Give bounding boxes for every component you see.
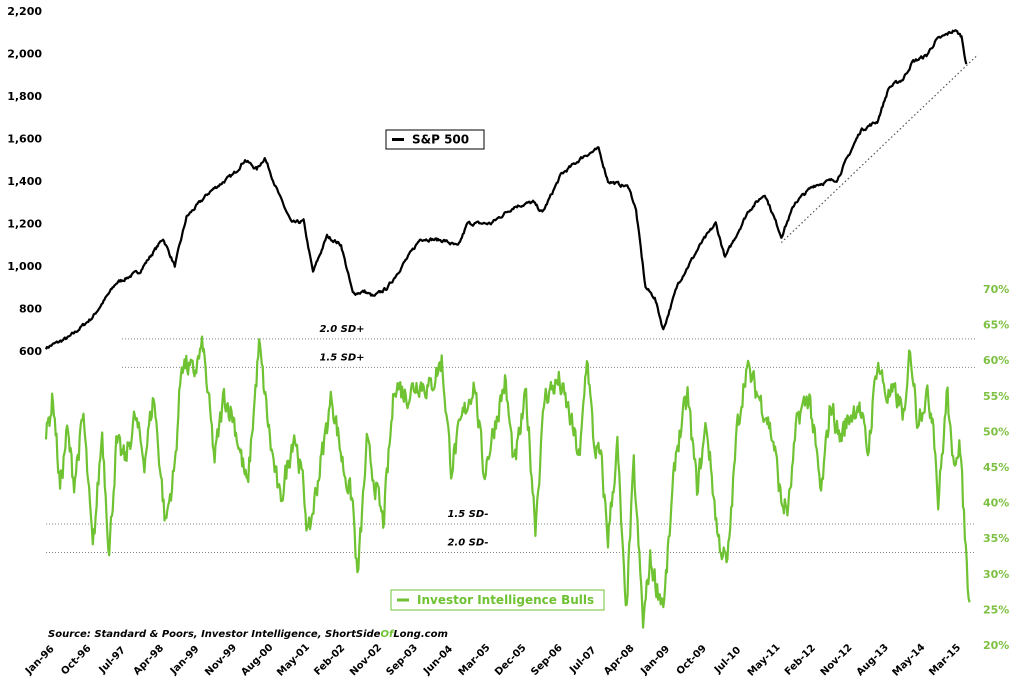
- right-tick-label: 30%: [983, 568, 1009, 581]
- investor-bulls-line: [44, 335, 971, 629]
- legend-box: [385, 129, 485, 150]
- left-tick-label: 1,200: [7, 218, 42, 231]
- legend-group: S&P 500 Investor Intelligence Bulls: [385, 129, 605, 611]
- right-tick-label: 55%: [983, 390, 1009, 403]
- reference-labels: 2.0 SD+ 1.5 SD+ 1.5 SD- 2.0 SD-: [319, 324, 488, 549]
- x-tick-label: Jan-99: [168, 644, 202, 678]
- sp500-line: [44, 29, 968, 350]
- x-tick-label: Apr-98: [132, 643, 167, 678]
- x-tick-label: Oct-96: [59, 643, 93, 677]
- x-tick-label: Aug-00: [239, 642, 275, 678]
- trendline: [780, 54, 979, 244]
- right-axis: 20% 25% 30% 35% 40% 45% 50% 55% 60% 65% 70%: [983, 283, 1009, 652]
- legend-sp500: S&P 500: [385, 129, 485, 150]
- x-tick-label: Nov-99: [203, 642, 239, 678]
- x-tick-label: Feb-02: [312, 643, 347, 678]
- left-axis: 600 800 1,000 1,200 1,400 1,600 1,800 2,000 2,20…: [7, 5, 42, 358]
- reference-line-label: 2.0 SD+: [319, 324, 364, 335]
- left-tick-label: 1,800: [7, 90, 42, 103]
- x-tick-label: Sep-03: [384, 642, 420, 678]
- x-tick-label: Jul-10: [712, 645, 743, 676]
- right-tick-label: 35%: [983, 532, 1009, 545]
- x-tick-label: Feb-12: [783, 643, 818, 678]
- reference-line-label: 2.0 SD-: [447, 537, 488, 548]
- left-tick-label: 2,200: [7, 5, 42, 18]
- x-tick-label: Apr-08: [602, 643, 637, 678]
- trendline: [780, 54, 979, 244]
- x-tick-label: Jul-07: [567, 645, 598, 676]
- legend-label: Investor Intelligence Bulls: [417, 593, 594, 607]
- x-tick-label: Nov-12: [819, 642, 855, 678]
- right-tick-label: 45%: [983, 461, 1009, 474]
- legend-box: [390, 589, 605, 611]
- x-tick-label: Mar-05: [457, 642, 493, 678]
- legend-label: S&P 500: [412, 133, 469, 147]
- x-tick-label: Mar-15: [927, 642, 963, 678]
- x-tick-label: Jan-09: [638, 644, 672, 678]
- reference-line-label: 1.5 SD-: [447, 509, 488, 520]
- x-axis: Jan-96 Oct-96 Jul-97 Apr-98 Jan-99 Nov-99 Aug-…: [23, 642, 963, 679]
- source-part: Long: [393, 629, 421, 640]
- source-part: Source: Standard & Poors, Investor Intel…: [48, 629, 381, 640]
- x-tick-label: May-11: [746, 642, 783, 679]
- left-tick-label: 1,400: [7, 175, 42, 188]
- source-note: Source: Standard & Poors, Investor Intel…: [48, 629, 448, 640]
- source-text: Source: Standard & Poors, Investor Intel…: [48, 629, 448, 640]
- x-tick-label: Jun-04: [421, 644, 455, 678]
- left-tick-label: 1,600: [7, 133, 42, 146]
- right-tick-label: 25%: [983, 603, 1009, 616]
- x-tick-label: Oct-09: [675, 643, 709, 677]
- x-tick-label: Sep-06: [529, 642, 565, 678]
- source-part: Of: [380, 629, 395, 640]
- left-tick-label: 800: [19, 303, 42, 316]
- x-tick-label: Aug-13: [855, 642, 891, 678]
- x-tick-label: Jan-96: [23, 644, 57, 678]
- left-tick-label: 2,000: [7, 48, 42, 61]
- right-tick-label: 20%: [983, 639, 1009, 652]
- x-tick-label: May-01: [275, 642, 312, 679]
- right-tick-label: 50%: [983, 425, 1009, 438]
- legend-investor-bulls: Investor Intelligence Bulls: [390, 589, 605, 611]
- right-tick-label: 40%: [983, 497, 1009, 510]
- reference-line-label: 1.5 SD+: [319, 352, 364, 363]
- x-tick-label: Dec-05: [493, 642, 528, 677]
- x-tick-label: Nov-02: [348, 642, 384, 678]
- right-tick-label: 60%: [983, 354, 1009, 367]
- x-tick-label: May-14: [891, 642, 928, 679]
- series-group: [44, 29, 971, 629]
- source-part: .com: [421, 629, 448, 640]
- left-tick-label: 1,000: [7, 260, 42, 273]
- right-tick-label: 65%: [983, 319, 1009, 332]
- right-tick-label: 70%: [983, 283, 1009, 296]
- x-tick-label: Jul-97: [97, 645, 128, 676]
- left-tick-label: 600: [19, 345, 42, 358]
- reference-lines: [46, 338, 975, 553]
